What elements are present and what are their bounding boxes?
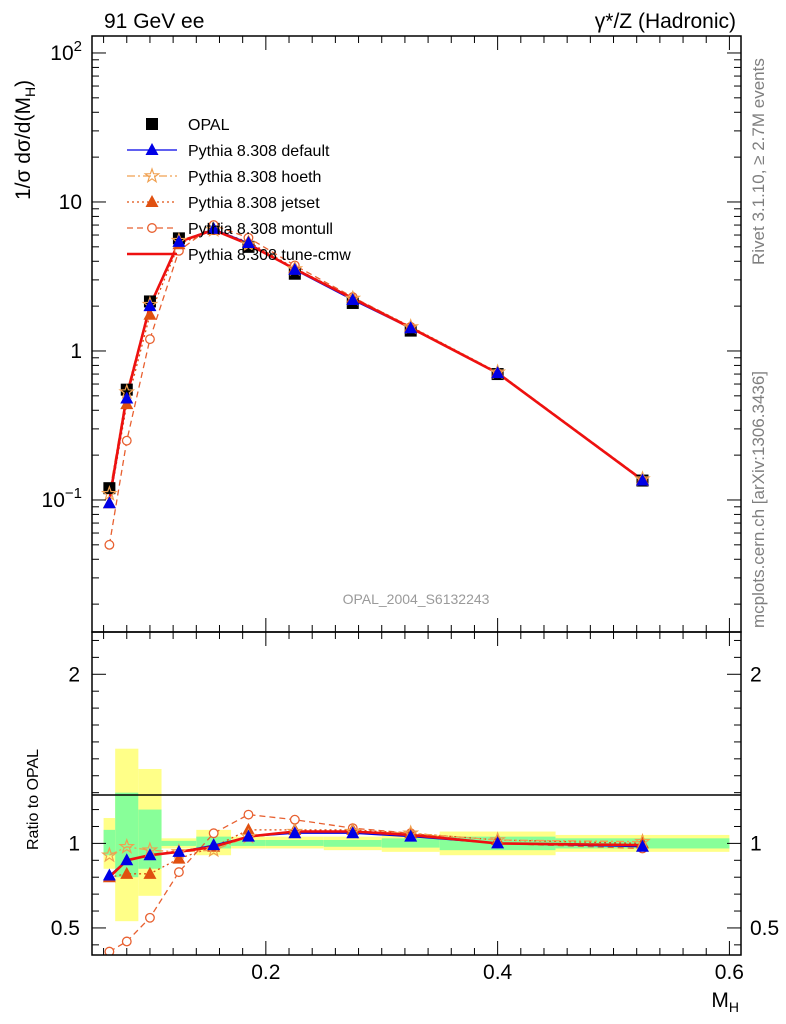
legend-label-pythia-8-308-jetset: Pythia 8.308 jetset xyxy=(188,195,320,212)
data-point-opal xyxy=(120,383,133,396)
data-point-pythia-8-308-default xyxy=(288,262,302,275)
data-point-pythia-8-308-montull xyxy=(121,435,132,446)
legend-marker-pythia-8-308-jetset xyxy=(145,195,159,207)
mcplots-credit-label: mcplots.cern.ch [arXiv:1306.3436] xyxy=(749,371,768,628)
ratio-point-pythia-8-308-montull xyxy=(208,828,219,839)
data-point-pythia-8-308-default xyxy=(241,236,255,249)
main-y-axis-label: 1/σ dσ/d(MH) xyxy=(12,80,38,200)
x-axis-label: MH xyxy=(711,989,739,1015)
header-left: 91 GeV ee xyxy=(104,10,204,33)
uncertainty-band-green xyxy=(115,792,139,878)
ratio-point-pythia-8-308-montull xyxy=(104,946,115,955)
data-point-pythia-8-308-default xyxy=(143,299,157,312)
ratio-line-pythia-8-308-hoeth xyxy=(109,830,643,856)
legend-label-pythia-8-308-montull: Pythia 8.308 montull xyxy=(188,221,333,238)
uncertainty-band-green xyxy=(231,840,266,846)
y-tick-label: 10 xyxy=(59,191,82,214)
ratio-point-pythia-8-308-hoeth xyxy=(118,837,136,854)
data-point-pythia-8-308-montull xyxy=(104,539,115,550)
x-tick-label: 0.2 xyxy=(251,961,280,984)
legend-label-pythia-8-308-default: Pythia 8.308 default xyxy=(188,143,330,160)
y-tick-label: 10−1 xyxy=(42,485,82,512)
y-tick-label: 1 xyxy=(70,340,82,363)
ratio-point-pythia-8-308-jetset xyxy=(172,851,186,864)
ratio-point-pythia-8-308-default xyxy=(491,836,505,849)
analysis-watermark: OPAL_2004_S6132243 xyxy=(343,591,490,607)
data-point-pythia-8-308-montull xyxy=(144,334,155,345)
legend-marker-pythia-8-308-hoeth xyxy=(143,167,161,184)
ratio-point-pythia-8-308-hoeth xyxy=(100,846,118,863)
ratio-point-pythia-8-308-default xyxy=(143,848,157,861)
uncertainty-band-green xyxy=(381,838,440,848)
ratio-point-pythia-8-308-default xyxy=(288,826,302,839)
data-point-pythia-8-308-default xyxy=(102,496,116,509)
ratio-y-axis-label: Ratio to OPAL xyxy=(25,749,42,850)
header-right: γ*/Z (Hadronic) xyxy=(595,10,736,33)
uncertainty-band-green xyxy=(265,840,324,846)
ratio-point-pythia-8-308-jetset xyxy=(143,866,157,879)
data-point-pythia-8-308-default xyxy=(491,366,505,379)
series-line-pythia-8-308-hoeth xyxy=(108,229,643,494)
ratio-point-pythia-8-308-default xyxy=(635,839,649,852)
legend-marker-pythia-8-308-montull xyxy=(147,223,157,233)
ratio-point-pythia-8-308-default xyxy=(102,868,116,881)
y-tick-label: 102 xyxy=(50,38,82,65)
ratio-point-pythia-8-308-montull xyxy=(289,814,300,825)
ratio-point-pythia-8-308-jetset xyxy=(120,866,134,879)
ratio-point-pythia-8-308-default xyxy=(346,826,360,839)
legend-marker-opal xyxy=(146,118,158,130)
ratio-y-tick-label: 0.5 xyxy=(51,917,80,940)
uncertainty-band-green xyxy=(103,829,116,856)
ratio-point-pythia-8-308-default xyxy=(241,829,255,842)
ratio-y-tick-label: 1 xyxy=(68,832,80,855)
ratio-y-tick-label: 2 xyxy=(68,663,80,686)
ratio-y-tick-label-right: 2 xyxy=(750,663,762,686)
data-point-pythia-8-308-default xyxy=(172,234,186,247)
data-point-pythia-8-308-default xyxy=(120,391,134,404)
legend-label-opal: OPAL xyxy=(188,117,230,134)
ratio-point-pythia-8-308-default xyxy=(207,838,221,851)
ratio-point-pythia-8-308-montull xyxy=(173,867,184,878)
ratio-point-pythia-8-308-default xyxy=(120,853,134,866)
series-line-pythia-8-308-default xyxy=(108,228,643,504)
ratio-y-tick-label-right: 0.5 xyxy=(750,917,779,940)
series-line-pythia-8-308-montull xyxy=(108,224,643,545)
ratio-point-pythia-8-308-montull xyxy=(121,936,132,947)
data-point-pythia-8-308-jetset xyxy=(143,307,157,320)
rivet-version-label: Rivet 3.1.10, ≥ 2.7M events xyxy=(749,58,768,265)
data-point-pythia-8-308-default xyxy=(404,321,418,334)
data-point-pythia-8-308-default xyxy=(207,221,221,234)
legend-label-pythia-8-308-hoeth: Pythia 8.308 hoeth xyxy=(188,169,321,186)
ratio-point-pythia-8-308-default xyxy=(404,829,418,842)
ratio-point-pythia-8-308-default xyxy=(172,844,186,857)
ratio-line-pythia-8-308-jetset xyxy=(109,829,643,878)
ratio-point-pythia-8-308-montull xyxy=(144,912,155,923)
x-tick-label: 0.6 xyxy=(715,961,744,984)
ratio-point-pythia-8-308-montull xyxy=(243,809,254,820)
uncertainty-band-green xyxy=(323,840,382,847)
legend-marker-pythia-8-308-default xyxy=(145,143,159,155)
data-point-pythia-8-308-default xyxy=(346,292,360,305)
series-line-pythia-8-308-tune-cmw xyxy=(108,228,644,501)
ratio-y-tick-label-right: 1 xyxy=(750,832,762,855)
ratio-plot-frame xyxy=(91,631,742,956)
legend-label-pythia-8-308-tune-cmw: Pythia 8.308 tune-cmw xyxy=(188,247,351,264)
x-tick-label: 0.4 xyxy=(483,961,513,984)
series-line-pythia-8-308-jetset xyxy=(108,229,643,504)
data-point-pythia-8-308-default xyxy=(635,473,649,486)
